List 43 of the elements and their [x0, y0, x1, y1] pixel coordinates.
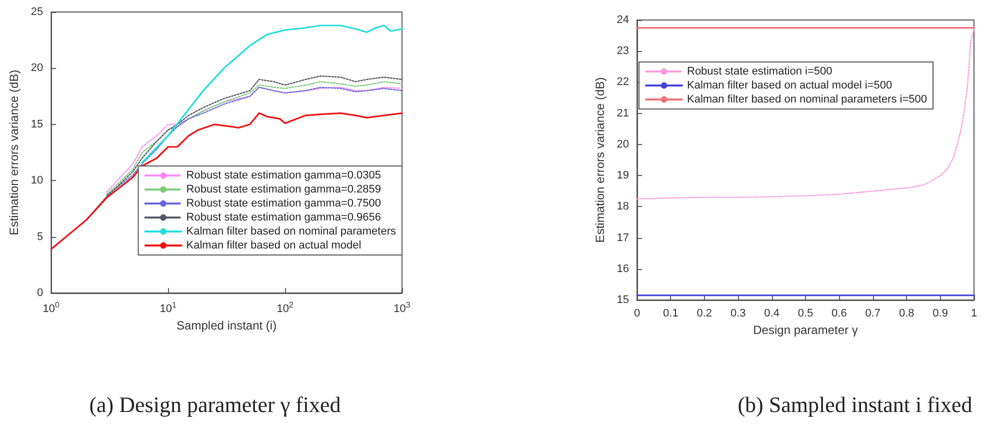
- y-axis-title: Estimation errors variance (dB): [7, 70, 21, 236]
- text: (b) Sampled instant i fixed: [738, 392, 972, 418]
- x-tick-label: 0.3: [730, 308, 746, 320]
- y-tick-label: 0: [37, 287, 44, 299]
- x-tick-label: 0.7: [865, 308, 881, 320]
- y-tick-label: 21: [616, 107, 629, 120]
- y-tick-label: 20: [616, 138, 629, 150]
- y-tick-label: 15: [616, 294, 629, 306]
- x-tick-label: 0.1: [663, 308, 678, 320]
- y-tick-label: 25: [30, 6, 44, 18]
- x-tick-label: 0.8: [898, 308, 914, 320]
- x-tick-label: 0.6: [832, 308, 847, 320]
- x-tick-label: 0.2: [696, 308, 712, 320]
- y-tick-label: 18: [616, 200, 629, 213]
- x-tick-label: 0.9: [932, 308, 948, 320]
- y-tick-label: 19: [616, 170, 629, 182]
- text: (a) Design parameter γ fixed: [89, 392, 341, 418]
- y-tick-label: 22: [616, 76, 629, 88]
- legend-label: Robust state estimation gamma=0.2859: [186, 184, 382, 196]
- legend-label: Kalman filter based on actual model i=500: [687, 80, 892, 92]
- legend-label: Kalman filter based on nominal parameters: [186, 226, 396, 238]
- y-tick-label: 23: [616, 45, 629, 58]
- legend-label: Kalman filter based on nominal parameters i=500: [687, 94, 927, 106]
- y-axis-title: Estimation errors variance (dB): [592, 77, 607, 243]
- x-tick-label: 0.4: [764, 308, 780, 320]
- legend-label: Robust state estimation gamma=0.9656: [186, 212, 382, 224]
- line-series: [636, 28, 975, 200]
- y-tick-label: 5: [37, 230, 44, 243]
- y-tick-label: 15: [30, 118, 44, 130]
- y-tick-label: 24: [616, 14, 629, 26]
- y-tick-label: 16: [616, 262, 629, 275]
- legend-label: Kalman filter based on actual model: [186, 240, 362, 252]
- legend-label: Robust state estimation i=500: [687, 66, 832, 78]
- legend-label: Robust state estimation gamma=0.7500: [186, 198, 382, 210]
- y-tick-label: 20: [30, 62, 44, 74]
- legend-label: Robust state estimation gamma=0.0305: [186, 170, 382, 182]
- x-axis-title: Sampled instant (i): [176, 318, 277, 332]
- x-axis-title: Design parameter γ: [753, 323, 858, 337]
- y-tick-label: 17: [616, 232, 629, 244]
- x-tick-label: 0.5: [798, 308, 814, 320]
- x-tick-label: 0: [634, 308, 640, 320]
- y-tick-label: 10: [30, 174, 44, 187]
- x-tick-label: 1: [970, 308, 978, 320]
